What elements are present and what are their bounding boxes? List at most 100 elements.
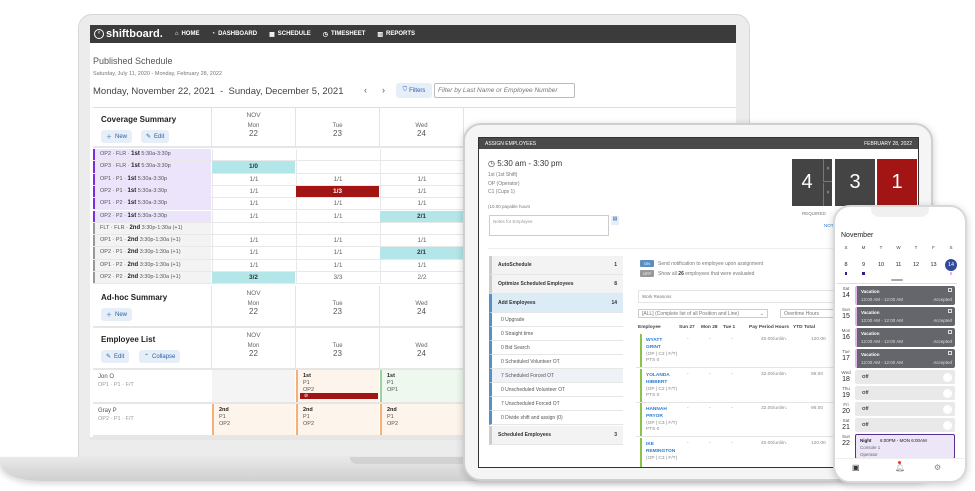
date-9[interactable]: 9 [861, 262, 866, 268]
coverage-cell[interactable]: 1/1 [212, 259, 295, 271]
date-8[interactable]: 8 [844, 262, 848, 268]
position-select[interactable]: [ALL] (Complete list of all Position and… [638, 309, 768, 318]
panel-item-optimize-scheduled-employees[interactable]: Optimize Scheduled Employees 8 [489, 275, 623, 294]
coverage-cell[interactable]: 1/1 [380, 185, 463, 198]
off-card[interactable]: Off [855, 370, 955, 384]
save-note-icon[interactable]: ▤ [611, 216, 619, 225]
coverage-cell[interactable]: 1/1 [212, 198, 295, 210]
coverage-cell[interactable]: 1/1 [212, 173, 295, 185]
coverage-cell[interactable] [296, 222, 379, 235]
column-header[interactable]: Employee [638, 325, 661, 330]
date-14[interactable]: 14 [945, 259, 957, 271]
nav-schedule[interactable]: ▦ SCHEDULE [269, 31, 311, 38]
collapse-button[interactable]: ⌃ Collapse [139, 350, 181, 363]
coverage-cell[interactable]: 2/2 [380, 272, 463, 284]
off-card[interactable]: Off [855, 402, 955, 416]
employee-name[interactable]: Jon O [98, 374, 115, 380]
coverage-cell[interactable]: 1/1 [380, 198, 463, 210]
shift-cell[interactable]: 2nd P1 OP2 [296, 403, 379, 435]
coverage-cell[interactable] [212, 222, 295, 235]
shiftboard-logo[interactable]: ‹ shiftboard. [94, 28, 163, 40]
panel-item-0-scheduled-volunteer-ot[interactable]: 0 Scheduled Volunteer OT [489, 355, 623, 369]
coverage-cell[interactable]: 2/1 [380, 210, 463, 222]
shift-cell[interactable] [212, 370, 295, 402]
next-week-button[interactable]: › [382, 85, 385, 95]
nav-reports[interactable]: ▥ REPORTS [377, 31, 415, 38]
panel-item-7-unscheduled-forced-ot[interactable]: 7 Unscheduled Forced OT [489, 397, 623, 411]
off-card[interactable]: Off [855, 386, 955, 400]
panel-item-0-upgrade[interactable]: 0 Upgrade [489, 313, 623, 327]
coverage-cell[interactable] [296, 149, 379, 161]
employee-name-link[interactable]: IKE REMINGTON [646, 441, 675, 455]
shift-cell[interactable]: 2nd P1 OP2 [380, 403, 463, 435]
coverage-cell[interactable]: 1/0 [212, 161, 295, 173]
conflict-bar[interactable]: ⊘ [300, 392, 378, 399]
off-card[interactable]: Off [855, 418, 955, 432]
coverage-new-button[interactable]: ＋ New [101, 130, 133, 143]
coverage-cell[interactable]: 1/3 [296, 185, 379, 198]
column-header[interactable]: Tue 1 [723, 325, 736, 330]
show-all-toggle[interactable]: OFF [640, 270, 654, 277]
panel-item-add-employees[interactable]: Add Employees 14 [489, 294, 623, 313]
nav-timesheet[interactable]: ◷ TIMESHEET [323, 31, 366, 38]
coverage-cell[interactable]: 1/1 [380, 259, 463, 271]
drag-handle[interactable] [891, 279, 903, 281]
coverage-cell[interactable] [212, 149, 295, 161]
column-header[interactable]: Sun 27 [679, 325, 695, 330]
coverage-cell[interactable]: 2/1 [380, 247, 463, 259]
coverage-cell[interactable] [296, 161, 379, 173]
coverage-cell[interactable] [380, 222, 463, 235]
coverage-cell[interactable]: 1/1 [212, 247, 295, 259]
vac-card[interactable]: Vacation 12:00 AM - 12:00 AM Accepted [855, 349, 955, 368]
vac-card[interactable]: Vacation 12:00 AM - 12:00 AM Accepted [855, 328, 955, 347]
coverage-cell[interactable]: 3/3 [296, 272, 379, 284]
coverage-cell[interactable]: 1/1 [380, 173, 463, 185]
coverage-cell[interactable]: 1/1 [212, 210, 295, 222]
date-13[interactable]: 13 [930, 262, 937, 268]
night-card[interactable]: Night 6:00PM - MON 6:00AM Console 1 Operato… [855, 434, 955, 459]
shift-cell[interactable]: 1st P1 OP2 ⊘ [296, 370, 379, 402]
decrement-button[interactable]: ˅ [823, 183, 832, 206]
panel-item-0-divide-shift-and-assign-0-[interactable]: 0 Divide shift and assign (0) [489, 411, 623, 425]
panel-item-scheduled-employees[interactable]: Scheduled Employees 3 [489, 426, 623, 445]
nav-home[interactable]: ⌂ HOME [175, 31, 200, 38]
adhoc-new-button[interactable]: ＋ New [101, 308, 133, 321]
coverage-cell[interactable]: 1/1 [380, 235, 463, 247]
notification-toggle[interactable]: ON [640, 260, 654, 267]
panel-item-0-bid-search[interactable]: 0 Bid Search [489, 341, 623, 355]
coverage-cell[interactable]: 1/1 [296, 259, 379, 271]
work-reasons-input[interactable]: Work Reasons [638, 290, 918, 303]
not-link[interactable]: NOT [824, 223, 834, 228]
coverage-cell[interactable]: 1/1 [212, 185, 295, 198]
prev-week-button[interactable]: ‹ [364, 85, 367, 95]
increment-button[interactable]: ˄ [823, 159, 832, 182]
panel-item-0-unscheduled-volunteer-ot[interactable]: 0 Unscheduled Volunteer OT [489, 383, 623, 397]
employee-name-link[interactable]: WYATT GRINT [646, 337, 662, 351]
settings-tab-icon[interactable]: ⚙ [934, 463, 942, 472]
bell-tab-icon[interactable]: 🔔︎ [895, 463, 906, 472]
vac-card[interactable]: Vacation 12:00 AM - 12:00 AM Accepted [855, 286, 955, 305]
nav-dashboard[interactable]: ◔ DASHBOARD [211, 31, 257, 38]
panel-item-0-straight-time[interactable]: 0 Straight time [489, 327, 623, 341]
column-header[interactable]: YTD Total [793, 325, 816, 330]
filter-input[interactable]: Filter by Last Name or Employee Number [434, 83, 575, 98]
shift-cell[interactable]: 2nd P1 OP2 [212, 403, 295, 435]
coverage-cell[interactable]: 1/1 [296, 173, 379, 185]
employee-name-link[interactable]: HANNAH PRYOR [646, 406, 667, 420]
date-11[interactable]: 11 [895, 262, 902, 268]
shift-cell[interactable]: 1st P1 OP1 [380, 370, 463, 402]
coverage-cell[interactable]: 1/1 [296, 247, 379, 259]
coverage-cell[interactable] [380, 161, 463, 173]
employee-name[interactable]: Gray P [98, 407, 117, 414]
coverage-cell[interactable] [380, 149, 463, 161]
vac-card[interactable]: Vacation 12:00 AM - 12:00 AM Accepted [855, 307, 955, 326]
filters-button[interactable]: ⛉ Filters [396, 83, 432, 98]
notes-textarea[interactable]: Notes for Employee [489, 215, 609, 236]
date-10[interactable]: 10 [877, 262, 885, 268]
column-header[interactable]: Mon 28 [701, 325, 718, 330]
coverage-cell[interactable]: 1/1 [296, 198, 379, 210]
coverage-cell[interactable]: 1/1 [296, 235, 379, 247]
panel-item-autoschedule[interactable]: AutoSchedule 1 [489, 256, 623, 275]
employee-name-link[interactable]: YOLANDA HIBBERT [646, 372, 670, 386]
coverage-edit-button[interactable]: ✎ Edit [141, 130, 170, 143]
